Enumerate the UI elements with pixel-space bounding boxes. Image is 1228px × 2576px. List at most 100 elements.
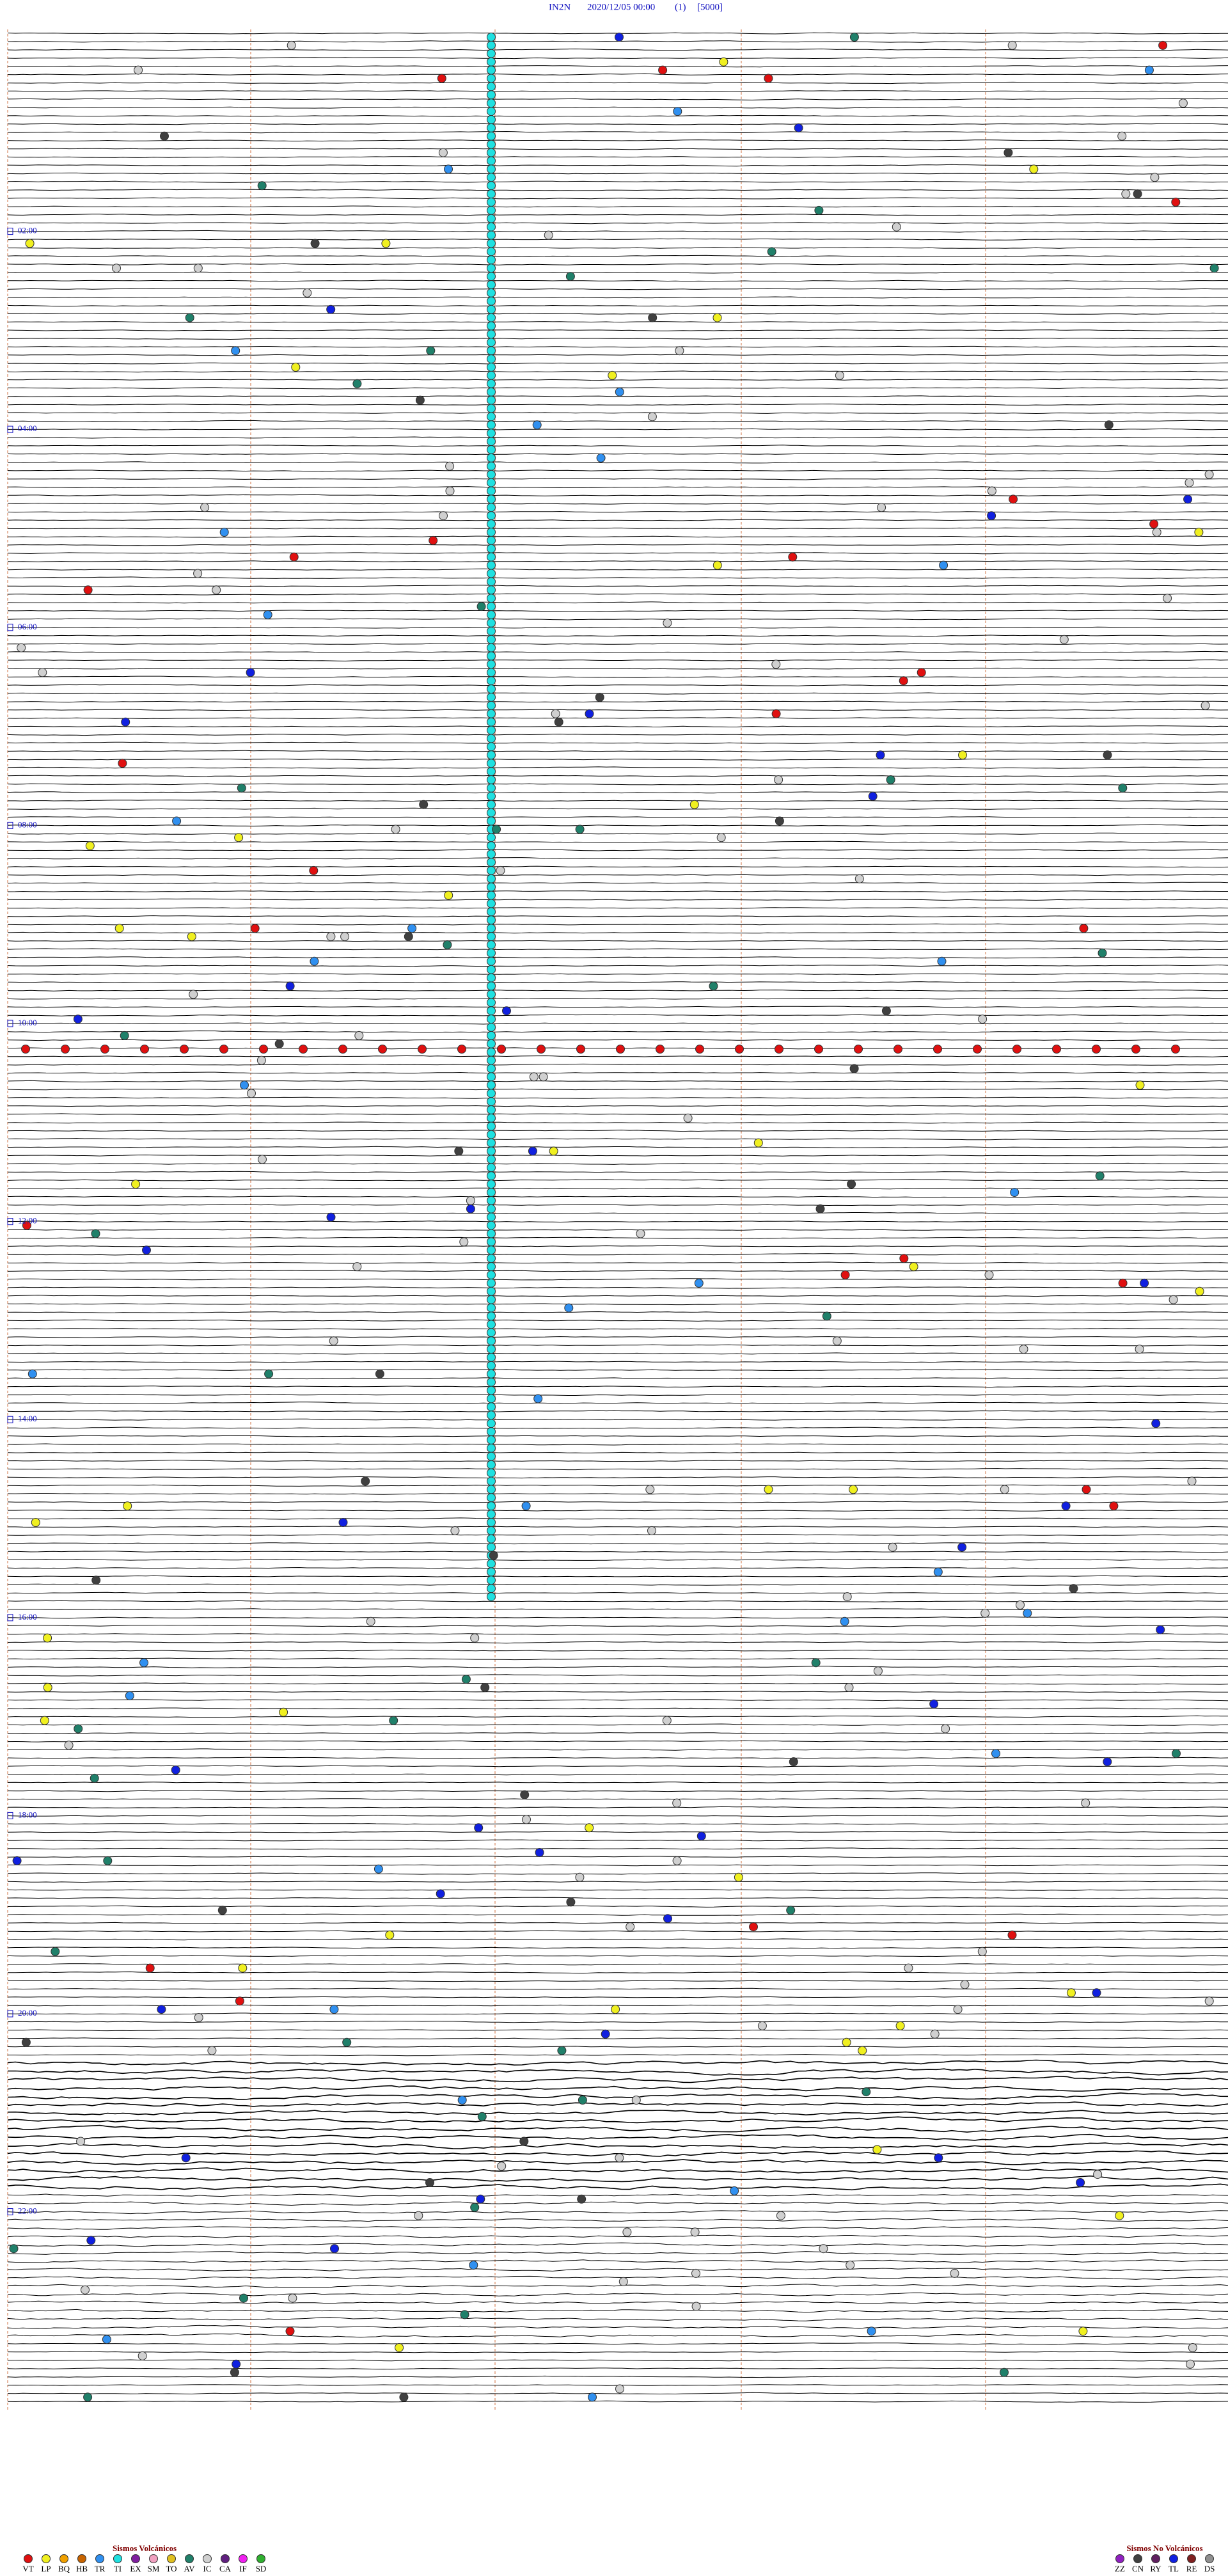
event-dot (389, 1716, 398, 1725)
event-dot (899, 676, 908, 686)
event-dot (672, 1798, 682, 1808)
event-dot (43, 1633, 52, 1643)
seismic-trace (7, 2201, 1228, 2206)
event-dot (81, 2285, 90, 2295)
seismic-trace (7, 115, 1228, 117)
event-dot (487, 1435, 496, 1444)
hour-marker (7, 2208, 13, 2216)
event-dot (217, 1906, 227, 1915)
legend-swatch (131, 2554, 140, 2563)
seismic-trace (7, 362, 1228, 365)
seismic-trace (7, 1567, 1228, 1569)
event-dot (487, 1229, 496, 1238)
seismic-trace (7, 2325, 1228, 2329)
event-dot (114, 924, 124, 933)
legend-code: ZZ (1115, 2564, 1125, 2573)
event-dot (487, 858, 496, 867)
seismic-trace (7, 1624, 1228, 1627)
event-dot (1169, 1295, 1178, 1304)
event-dot (854, 1045, 863, 1054)
seismic-trace (8, 1509, 1228, 1512)
event-dot (247, 1089, 256, 1098)
seismic-trace (7, 1435, 1228, 1437)
event-dot (658, 65, 668, 75)
seismic-trace (7, 2167, 1228, 2174)
seismic-trace (7, 667, 1228, 670)
event-dot (1109, 1501, 1119, 1511)
event-dot (256, 1055, 266, 1065)
event-dot (1118, 1278, 1128, 1288)
event-dot (342, 2037, 352, 2047)
event-dot (487, 272, 496, 281)
event-dot (672, 1856, 682, 1865)
event-dot (618, 2277, 628, 2286)
event-dot (487, 1105, 496, 1114)
event-dot (61, 1045, 70, 1054)
event-dot (287, 40, 296, 50)
legend-swatch (221, 2554, 230, 2563)
seismic-trace (7, 2400, 1228, 2403)
seismic-trace (7, 1707, 1228, 1710)
event-dot (487, 1270, 496, 1279)
event-dot (1010, 1188, 1019, 1197)
event-dot (487, 990, 496, 999)
event-dot (487, 676, 496, 686)
seismic-trace (7, 1121, 1228, 1124)
event-dot (487, 841, 496, 851)
event-dot (1000, 2367, 1009, 2377)
seismic-trace (7, 585, 1228, 587)
event-dot (487, 1567, 496, 1577)
event-dot (237, 783, 246, 793)
seismic-trace (7, 2333, 1228, 2338)
legend-swatch (95, 2554, 104, 2563)
seismic-trace (7, 1996, 1228, 1998)
seismic-trace (7, 544, 1228, 546)
seismic-trace (7, 956, 1228, 959)
event-dot (487, 1369, 496, 1379)
seismic-trace (7, 370, 1228, 373)
event-dot (487, 1212, 496, 1222)
event-dot (487, 1286, 496, 1296)
event-dot (734, 1872, 743, 1882)
event-dot (537, 1045, 546, 1054)
event-dot (487, 569, 496, 578)
event-dot (172, 816, 182, 826)
channel: (1) (675, 2, 686, 12)
hour-marker (7, 1812, 13, 1819)
legend-code: EX (130, 2564, 141, 2573)
event-dot (487, 594, 496, 603)
event-dot (487, 82, 496, 91)
event-dot (709, 981, 718, 991)
event-dot (691, 2302, 701, 2311)
event-dot (83, 2392, 93, 2402)
seismic-trace (7, 1030, 1228, 1033)
seismic-trace (7, 1137, 1228, 1141)
seismic-trace (8, 148, 1228, 150)
event-dot (487, 800, 496, 809)
event-dot (145, 1963, 155, 1973)
seismic-trace (7, 412, 1228, 415)
event-dot (487, 1146, 496, 1156)
event-dot (1016, 1600, 1025, 1609)
event-dot (663, 1914, 672, 1924)
event-dot (134, 65, 143, 75)
seismic-trace (7, 1344, 1228, 1347)
seismic-trace (7, 1872, 1228, 1875)
event-dot (771, 660, 781, 669)
event-dot (487, 1460, 496, 1469)
scale: [5000] (697, 2, 723, 12)
seismic-trace (8, 1261, 1228, 1264)
event-dot (1185, 478, 1194, 487)
event-dot (487, 404, 496, 413)
seismic-trace (7, 931, 1228, 934)
seismic-trace (7, 1592, 1228, 1594)
event-dot (487, 1245, 496, 1255)
event-dot (487, 1039, 496, 1048)
seismic-trace (7, 1864, 1228, 1867)
event-dot (1121, 189, 1131, 199)
event-dot (1183, 494, 1193, 504)
event-dot (102, 2335, 111, 2344)
event-dot (1118, 783, 1128, 793)
event-dot (575, 1872, 585, 1882)
event-dot (844, 1683, 854, 1692)
